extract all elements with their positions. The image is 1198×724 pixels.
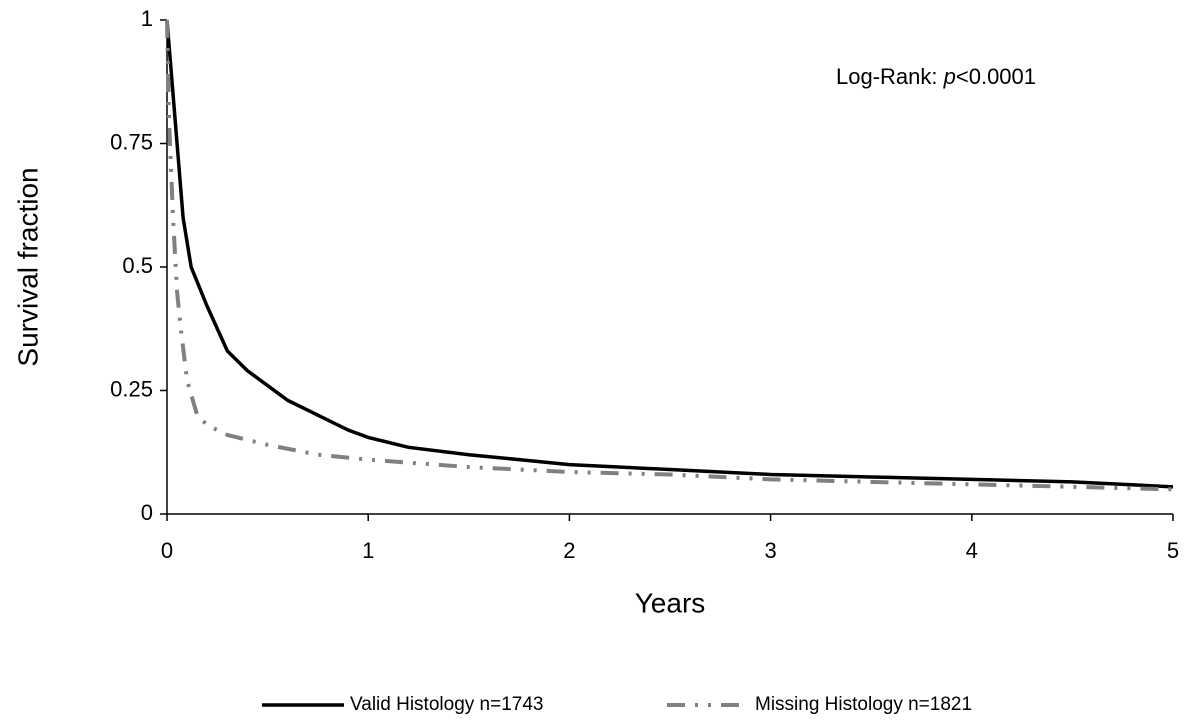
x-tick-label: 2 xyxy=(563,538,575,563)
annotation-part: <0.0001 xyxy=(956,64,1036,89)
x-tick-label: 4 xyxy=(966,538,978,563)
x-tick-label: 0 xyxy=(161,538,173,563)
y-tick-label: 0.5 xyxy=(122,253,153,278)
x-tick-label: 1 xyxy=(362,538,374,563)
y-tick-label: 1 xyxy=(141,6,153,31)
y-tick-label: 0.75 xyxy=(110,129,153,154)
legend-label: Valid Histology n=1743 xyxy=(350,694,543,715)
annotation: Log-Rank: p<0.0001 xyxy=(836,64,1036,89)
annotation-part: p xyxy=(943,64,956,89)
x-tick-label: 5 xyxy=(1167,538,1179,563)
annotation-part: Log-Rank: xyxy=(836,64,944,89)
series-line xyxy=(165,19,1174,492)
y-tick-label: 0.25 xyxy=(110,376,153,401)
y-axis-title: Survival fraction xyxy=(12,167,43,366)
series-line xyxy=(165,19,1174,489)
x-tick-label: 3 xyxy=(764,538,776,563)
x-axis-title: Years xyxy=(635,587,706,618)
y-tick-label: 0 xyxy=(141,500,153,525)
legend-label: Missing Histology n=1821 xyxy=(755,694,972,715)
